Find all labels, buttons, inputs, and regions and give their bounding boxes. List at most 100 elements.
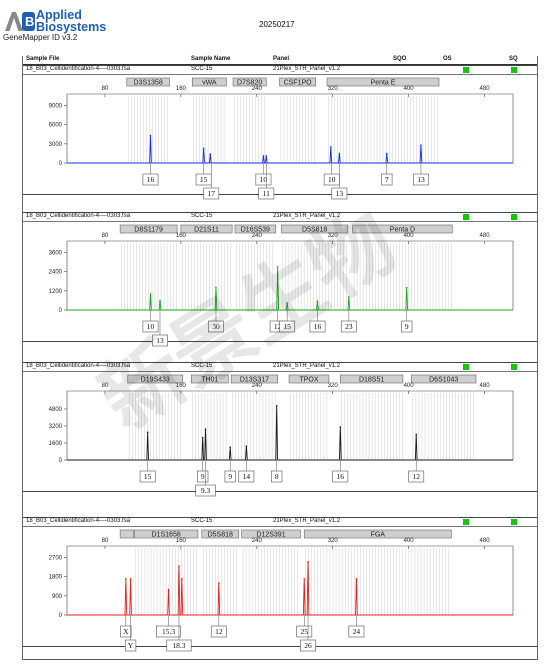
allele-label: 30 [212,322,220,331]
peak-marker [316,300,319,303]
allele-box [197,470,209,483]
peak-marker [415,433,418,436]
x-tick-label: 320 [328,233,339,239]
locus-label: D5S818 [302,227,327,234]
locus-bar [234,224,277,234]
locus-marker: D5S818 [201,529,240,539]
allele-label: 17 [207,189,215,198]
peak-marker [178,565,180,567]
locus-marker: D13S317 [230,374,278,384]
x-tick-label: 480 [480,86,491,92]
allele-label: 13 [336,189,344,198]
allele-label: 12 [215,627,223,636]
allele-call: 15 [279,310,296,333]
panel-name: 21Plex_STR_Panel_v1.2 [273,518,341,524]
locus-marker: Penta E [326,77,440,87]
locus-marker: D8S1179 [119,224,178,234]
allele-box [139,470,156,483]
allele-label: 15 [200,175,208,184]
locus-bar [127,374,184,384]
allele-label: 9 [228,472,232,481]
locus-label: D8S1179 [134,227,163,234]
allele-call: 13 [152,310,168,347]
panel-name: 21Plex_STR_Panel_v1.2 [273,213,341,219]
x-tick-label: 400 [404,86,415,92]
allele-label: 18.3 [172,641,185,650]
peak-marker [420,144,422,146]
quality-ok-indicator [511,364,517,370]
locus-bar [232,77,267,87]
locus-bar [279,77,316,87]
allele-box [271,470,283,483]
peak-marker [339,426,342,428]
locus-label: TH01 [201,377,218,384]
locus-label: D7S820 [237,80,262,87]
peak-marker [307,561,309,563]
col-sample-name: Sample Name [191,56,231,62]
allele-call: 10 [142,310,159,333]
allele-call: 10 [255,163,272,186]
allele-label: 13 [156,336,164,345]
bin-lines [127,96,438,163]
sample-name: SCC-15 [191,213,213,219]
sample-name: SCC-15 [191,518,213,524]
peak-marker [204,428,207,430]
x-tick-label: 320 [328,538,339,544]
allele-label: 26 [304,641,312,650]
x-tick-label: 400 [404,538,415,544]
locus-bar [201,529,240,539]
locus-marker: D21S11 [180,224,233,234]
peak-marker [348,295,350,298]
locus-marker: D1S1656 [134,529,199,539]
col-sample-file: Sample File [26,56,60,62]
locus-bar [303,529,452,539]
allele-label: 25 [300,627,308,636]
peak-marker [146,431,149,434]
locus-label: D1S1656 [152,532,181,539]
allele-label: 16 [337,472,345,481]
allele-call: 9 [401,310,413,333]
allele-box [340,320,357,333]
y-tick-label: 3000 [49,142,63,148]
bin-lines [121,243,452,310]
y-tick-label: 1800 [49,575,63,581]
peak-marker [265,155,268,157]
quality-ok-indicator [463,67,469,73]
electropherogram-chart: D8S1179 D21S11 D16S539 D5S818 Penta D80 160 24… [49,224,514,347]
allele-call: 13 [413,163,429,186]
allele-label: 15 [144,472,152,481]
locus-label: D21S11 [194,227,219,234]
allele-call: 23 [340,310,357,333]
x-tick-label: 240 [252,383,263,389]
quality-ok-indicator [463,214,469,220]
locus-label: CSF1PO [284,80,313,87]
locus-marker: CSF1PO [279,77,316,87]
locus-label: D16S539 [241,227,270,234]
locus-marker: D7S820 [232,77,267,87]
peak-marker [385,152,388,155]
peak-marker [129,578,132,580]
brand-line-1: Applied [36,8,82,22]
locus-label: D5S818 [208,532,233,539]
locus-marker: Penta D [352,224,453,234]
brand-line-2: Biosystems [36,20,107,34]
red-dye-panel: 18_B03_Cellidentification-4----0303.fsa S… [23,517,537,652]
allele-label: 16 [314,322,322,331]
quality-ok-indicator [463,364,469,370]
allele-label: 13 [417,175,425,184]
peak-marker [218,582,220,584]
y-tick-label: 900 [52,594,63,600]
allele-label: 16 [147,175,155,184]
svg-text:B: B [25,14,34,29]
locus-marker: FGA [303,529,452,539]
y-tick-label: 1200 [49,289,63,295]
sample-file-name: 18_B03_Cellidentification-4----0303.fsa [26,213,131,219]
locus-bar [180,224,233,234]
allele-box [152,334,168,347]
x-tick-label: 80 [102,86,109,92]
locus-label: Penta D [390,227,415,234]
allele-box [332,470,349,483]
allele-box [331,187,348,200]
